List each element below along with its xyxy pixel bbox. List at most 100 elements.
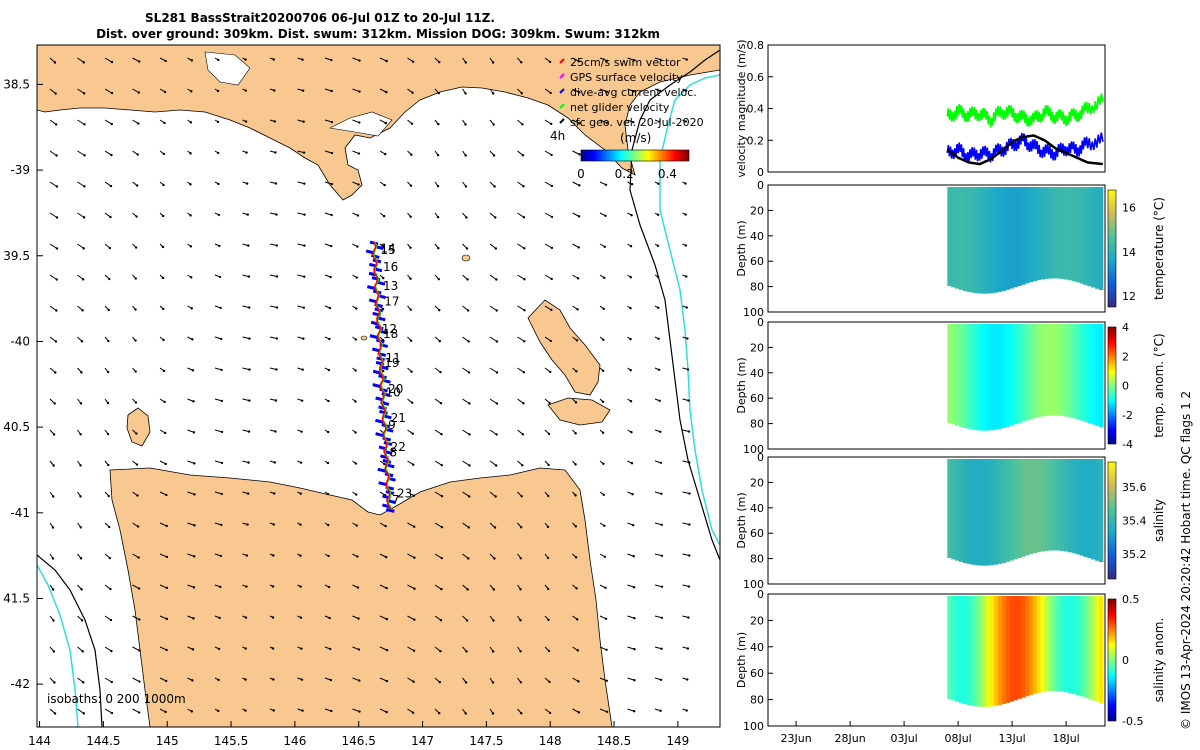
geo-velocity-arrowhead (632, 121, 635, 124)
geo-velocity-arrowhead (54, 92, 57, 95)
geo-velocity-arrowhead (687, 399, 690, 402)
geo-velocity-arrowhead (546, 556, 550, 560)
geo-velocity-arrow (489, 305, 497, 311)
geo-velocity-arrowhead (164, 710, 167, 714)
dive-avg-current-vector (375, 432, 384, 438)
geo-velocity-arrowhead (51, 557, 55, 560)
geo-velocity-arrow (434, 460, 443, 466)
geo-velocity-arrowhead (248, 368, 251, 371)
dive-avg-current-vector (372, 383, 382, 389)
geo-velocity-arrowhead (218, 244, 221, 248)
section-cell (962, 324, 968, 428)
geo-velocity-arrowhead (574, 556, 578, 559)
geo-velocity-arrow (544, 274, 552, 280)
section-cell (962, 187, 968, 291)
geo-velocity-arrowhead (271, 585, 275, 588)
geo-velocity-arrow (379, 57, 387, 62)
geo-velocity-arrowhead (495, 402, 499, 405)
geo-velocity-arrowhead (82, 92, 86, 95)
geo-velocity-arrowhead (467, 557, 470, 560)
geo-velocity-arrowhead (271, 616, 275, 619)
geo-velocity-arrowhead (357, 152, 361, 155)
geo-velocity-arrowhead (437, 122, 440, 126)
panel-y-tick-label: 40 (750, 641, 764, 654)
geo-velocity-arrowhead (603, 555, 607, 558)
section-cell (1036, 459, 1042, 553)
geo-velocity-arrowhead (385, 679, 389, 683)
section-cell (1075, 596, 1081, 696)
geo-velocity-arrowhead (330, 58, 333, 62)
day-label: 9 (388, 418, 396, 432)
geo-velocity-arrowhead (245, 151, 248, 154)
section-cell (982, 324, 987, 431)
geo-velocity-arrowhead (162, 152, 166, 156)
section-cell (1032, 596, 1038, 694)
geo-velocity-arrowhead (467, 340, 470, 343)
geo-velocity-arrowhead (491, 681, 495, 684)
geo-velocity-arrowhead (385, 648, 389, 652)
panel-y-tick-label: 60 (750, 527, 764, 540)
geo-velocity-arrowhead (413, 556, 416, 559)
geo-velocity-arrowhead (465, 247, 469, 250)
section-cell (1021, 324, 1026, 422)
geo-velocity-arrowhead (439, 649, 442, 653)
geo-velocity-arrowhead (329, 244, 333, 248)
geo-velocity-arrowhead (326, 492, 330, 496)
geo-velocity-arrowhead (301, 368, 304, 371)
section-cell (997, 324, 1003, 429)
panel-y-tick-label: 0 (757, 179, 764, 192)
geo-velocity-arrow (627, 646, 635, 650)
geo-velocity-arrow (599, 119, 607, 124)
glider-track (365, 240, 396, 513)
panel-y-tick-label: 80 (750, 418, 764, 431)
geo-velocity-arrowhead (385, 617, 389, 621)
panel-y-tick-label: 100 (743, 306, 764, 319)
geo-velocity-arrowhead (493, 526, 497, 529)
geo-velocity-arrow (379, 646, 388, 651)
geo-velocity-arrow (462, 522, 470, 528)
velocity-series-line (946, 134, 1103, 166)
map-x-tick-label: 144.5 (86, 734, 120, 748)
section-cell (1040, 596, 1046, 693)
geo-velocity-arrowhead (192, 617, 195, 620)
geo-velocity-arrow (379, 615, 388, 620)
section-cell (951, 596, 956, 701)
section-cell (955, 596, 960, 702)
geo-velocity-arrowhead (165, 493, 168, 497)
geo-velocity-arrowhead (135, 215, 138, 218)
geo-velocity-arrowhead (440, 463, 444, 467)
geo-velocity-arrowhead (494, 247, 498, 250)
geo-velocity-arrowhead (358, 121, 361, 124)
geo-velocity-arrowhead (491, 712, 495, 715)
section-cell (1067, 187, 1073, 281)
panel-colorbar-tick-label: -0.5 (1122, 715, 1143, 728)
geo-velocity-arrowhead (248, 337, 251, 340)
section-cell (1005, 324, 1011, 427)
panel-y-tick-label: 0 (757, 451, 764, 464)
geo-velocity-arrowhead (244, 678, 247, 681)
geo-velocity-arrow (434, 553, 443, 559)
geo-velocity-arrowhead (684, 182, 687, 185)
geo-velocity-arrowhead (357, 617, 360, 620)
geo-velocity-arrow (132, 88, 140, 93)
section-cell (958, 596, 964, 703)
geo-velocity-arrowhead (165, 586, 169, 590)
section-cell (1025, 596, 1030, 697)
geo-velocity-arrowhead (248, 399, 251, 402)
panel-y-tick-label: 100 (743, 720, 764, 733)
geo-velocity-arrowhead (684, 120, 688, 123)
geo-velocity-arrowhead (468, 464, 471, 467)
time-tick-label: 18Jul (1052, 732, 1079, 745)
panel-colorbar-tick-label: -4 (1122, 438, 1133, 451)
geo-velocity-arrowhead (520, 495, 523, 498)
geo-velocity-arrowhead (550, 215, 554, 219)
geo-velocity-arrow (104, 708, 113, 714)
map-x-tick-label: 145 (156, 734, 179, 748)
geo-velocity-arrowhead (578, 91, 581, 94)
geo-velocity-arrow (187, 553, 195, 557)
panel-colorbar-label: temp. anom. (°C) (1152, 333, 1166, 437)
geo-velocity-arrowhead (465, 650, 468, 653)
panel-y-tick-label: 0.4 (747, 103, 765, 116)
geo-velocity-arrow (407, 491, 415, 497)
